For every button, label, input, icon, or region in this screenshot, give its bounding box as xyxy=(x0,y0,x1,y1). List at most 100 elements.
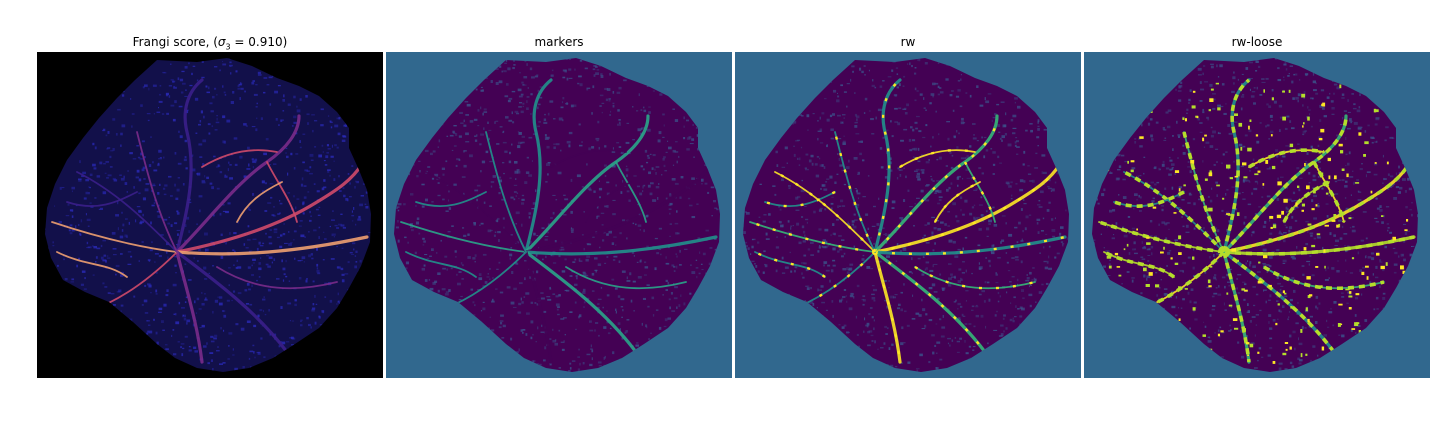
speckle xyxy=(222,140,226,144)
speckle xyxy=(194,350,198,353)
speckle xyxy=(311,257,314,260)
speckle xyxy=(825,181,828,183)
speckle xyxy=(644,266,649,269)
speckle xyxy=(884,300,887,302)
speckle xyxy=(154,253,159,255)
speckle xyxy=(86,218,91,221)
speckle xyxy=(673,297,678,300)
speckle xyxy=(518,95,523,98)
speckle xyxy=(300,320,302,322)
speckle xyxy=(480,133,484,136)
speckle xyxy=(622,219,626,222)
speckle xyxy=(978,262,980,265)
speckle xyxy=(525,292,530,295)
speckle xyxy=(904,310,907,313)
speckle xyxy=(165,348,169,351)
speckle xyxy=(1224,285,1226,289)
speckle xyxy=(781,178,784,182)
speckle xyxy=(215,121,220,124)
speckle xyxy=(1227,281,1231,283)
speckle xyxy=(498,80,503,84)
speckle xyxy=(290,242,293,244)
speckle xyxy=(266,84,270,86)
speckle xyxy=(1209,256,1211,259)
speckle xyxy=(509,151,511,155)
speckle xyxy=(1263,289,1267,291)
speckle xyxy=(695,127,700,129)
speckle xyxy=(237,87,241,90)
speckle xyxy=(1288,316,1290,318)
speckle xyxy=(481,89,484,91)
speckle xyxy=(1326,215,1329,218)
speckle xyxy=(987,281,990,284)
speckle xyxy=(795,140,799,142)
speckle xyxy=(446,268,448,271)
speckle xyxy=(862,254,865,257)
speckle xyxy=(1022,230,1024,233)
speckle xyxy=(199,209,201,213)
vessel xyxy=(873,162,1062,254)
speckle xyxy=(650,332,652,334)
speckle xyxy=(1217,293,1222,296)
speckle xyxy=(278,124,280,126)
speckle xyxy=(560,341,565,343)
speckle xyxy=(897,167,900,170)
speckle xyxy=(530,113,532,115)
speckle xyxy=(224,94,227,96)
speckle xyxy=(824,245,828,249)
speckle xyxy=(282,119,284,121)
speckle xyxy=(503,70,507,73)
speckle xyxy=(669,223,672,225)
speckle xyxy=(636,185,640,188)
speckle xyxy=(564,258,567,261)
speckle xyxy=(222,362,226,364)
speckle xyxy=(618,86,622,90)
speckle xyxy=(555,143,560,146)
speckle xyxy=(640,127,643,130)
speckle xyxy=(338,117,341,120)
speckle xyxy=(175,321,180,325)
speckle xyxy=(1229,268,1232,270)
speckle xyxy=(675,232,678,235)
speckle xyxy=(120,177,125,181)
speckle xyxy=(1171,186,1174,190)
speckle xyxy=(338,302,340,305)
speckle xyxy=(336,246,338,248)
speckle xyxy=(1240,95,1245,98)
speckle xyxy=(489,316,491,318)
speckle xyxy=(217,164,220,167)
speckle xyxy=(825,309,828,311)
speckle xyxy=(554,240,557,243)
speckle xyxy=(981,172,984,175)
speckle xyxy=(823,264,825,267)
speckle xyxy=(188,230,190,234)
speckle xyxy=(1177,157,1179,159)
speckle xyxy=(583,301,586,304)
speckle xyxy=(298,225,302,227)
speckle xyxy=(801,272,803,275)
speckle xyxy=(1016,283,1019,286)
speckle xyxy=(875,116,877,120)
speckle xyxy=(106,177,109,179)
speckle xyxy=(205,297,207,301)
speckle xyxy=(1015,259,1019,261)
speckle xyxy=(956,351,960,353)
speckle xyxy=(971,305,975,308)
speckle xyxy=(498,192,501,195)
speckle xyxy=(1327,326,1330,328)
speckle xyxy=(196,173,198,175)
speckle xyxy=(482,253,487,256)
speckle xyxy=(1186,108,1189,111)
speckle xyxy=(995,273,998,276)
speckle xyxy=(486,276,490,278)
speckle xyxy=(1195,306,1197,309)
speckle xyxy=(894,107,898,110)
speckle xyxy=(248,209,251,211)
speckle xyxy=(1003,124,1007,127)
speckle xyxy=(896,73,899,75)
speckle xyxy=(817,137,819,141)
speckle xyxy=(568,77,573,79)
speckle xyxy=(991,244,995,248)
speckle xyxy=(959,196,963,200)
speckle xyxy=(891,343,894,346)
